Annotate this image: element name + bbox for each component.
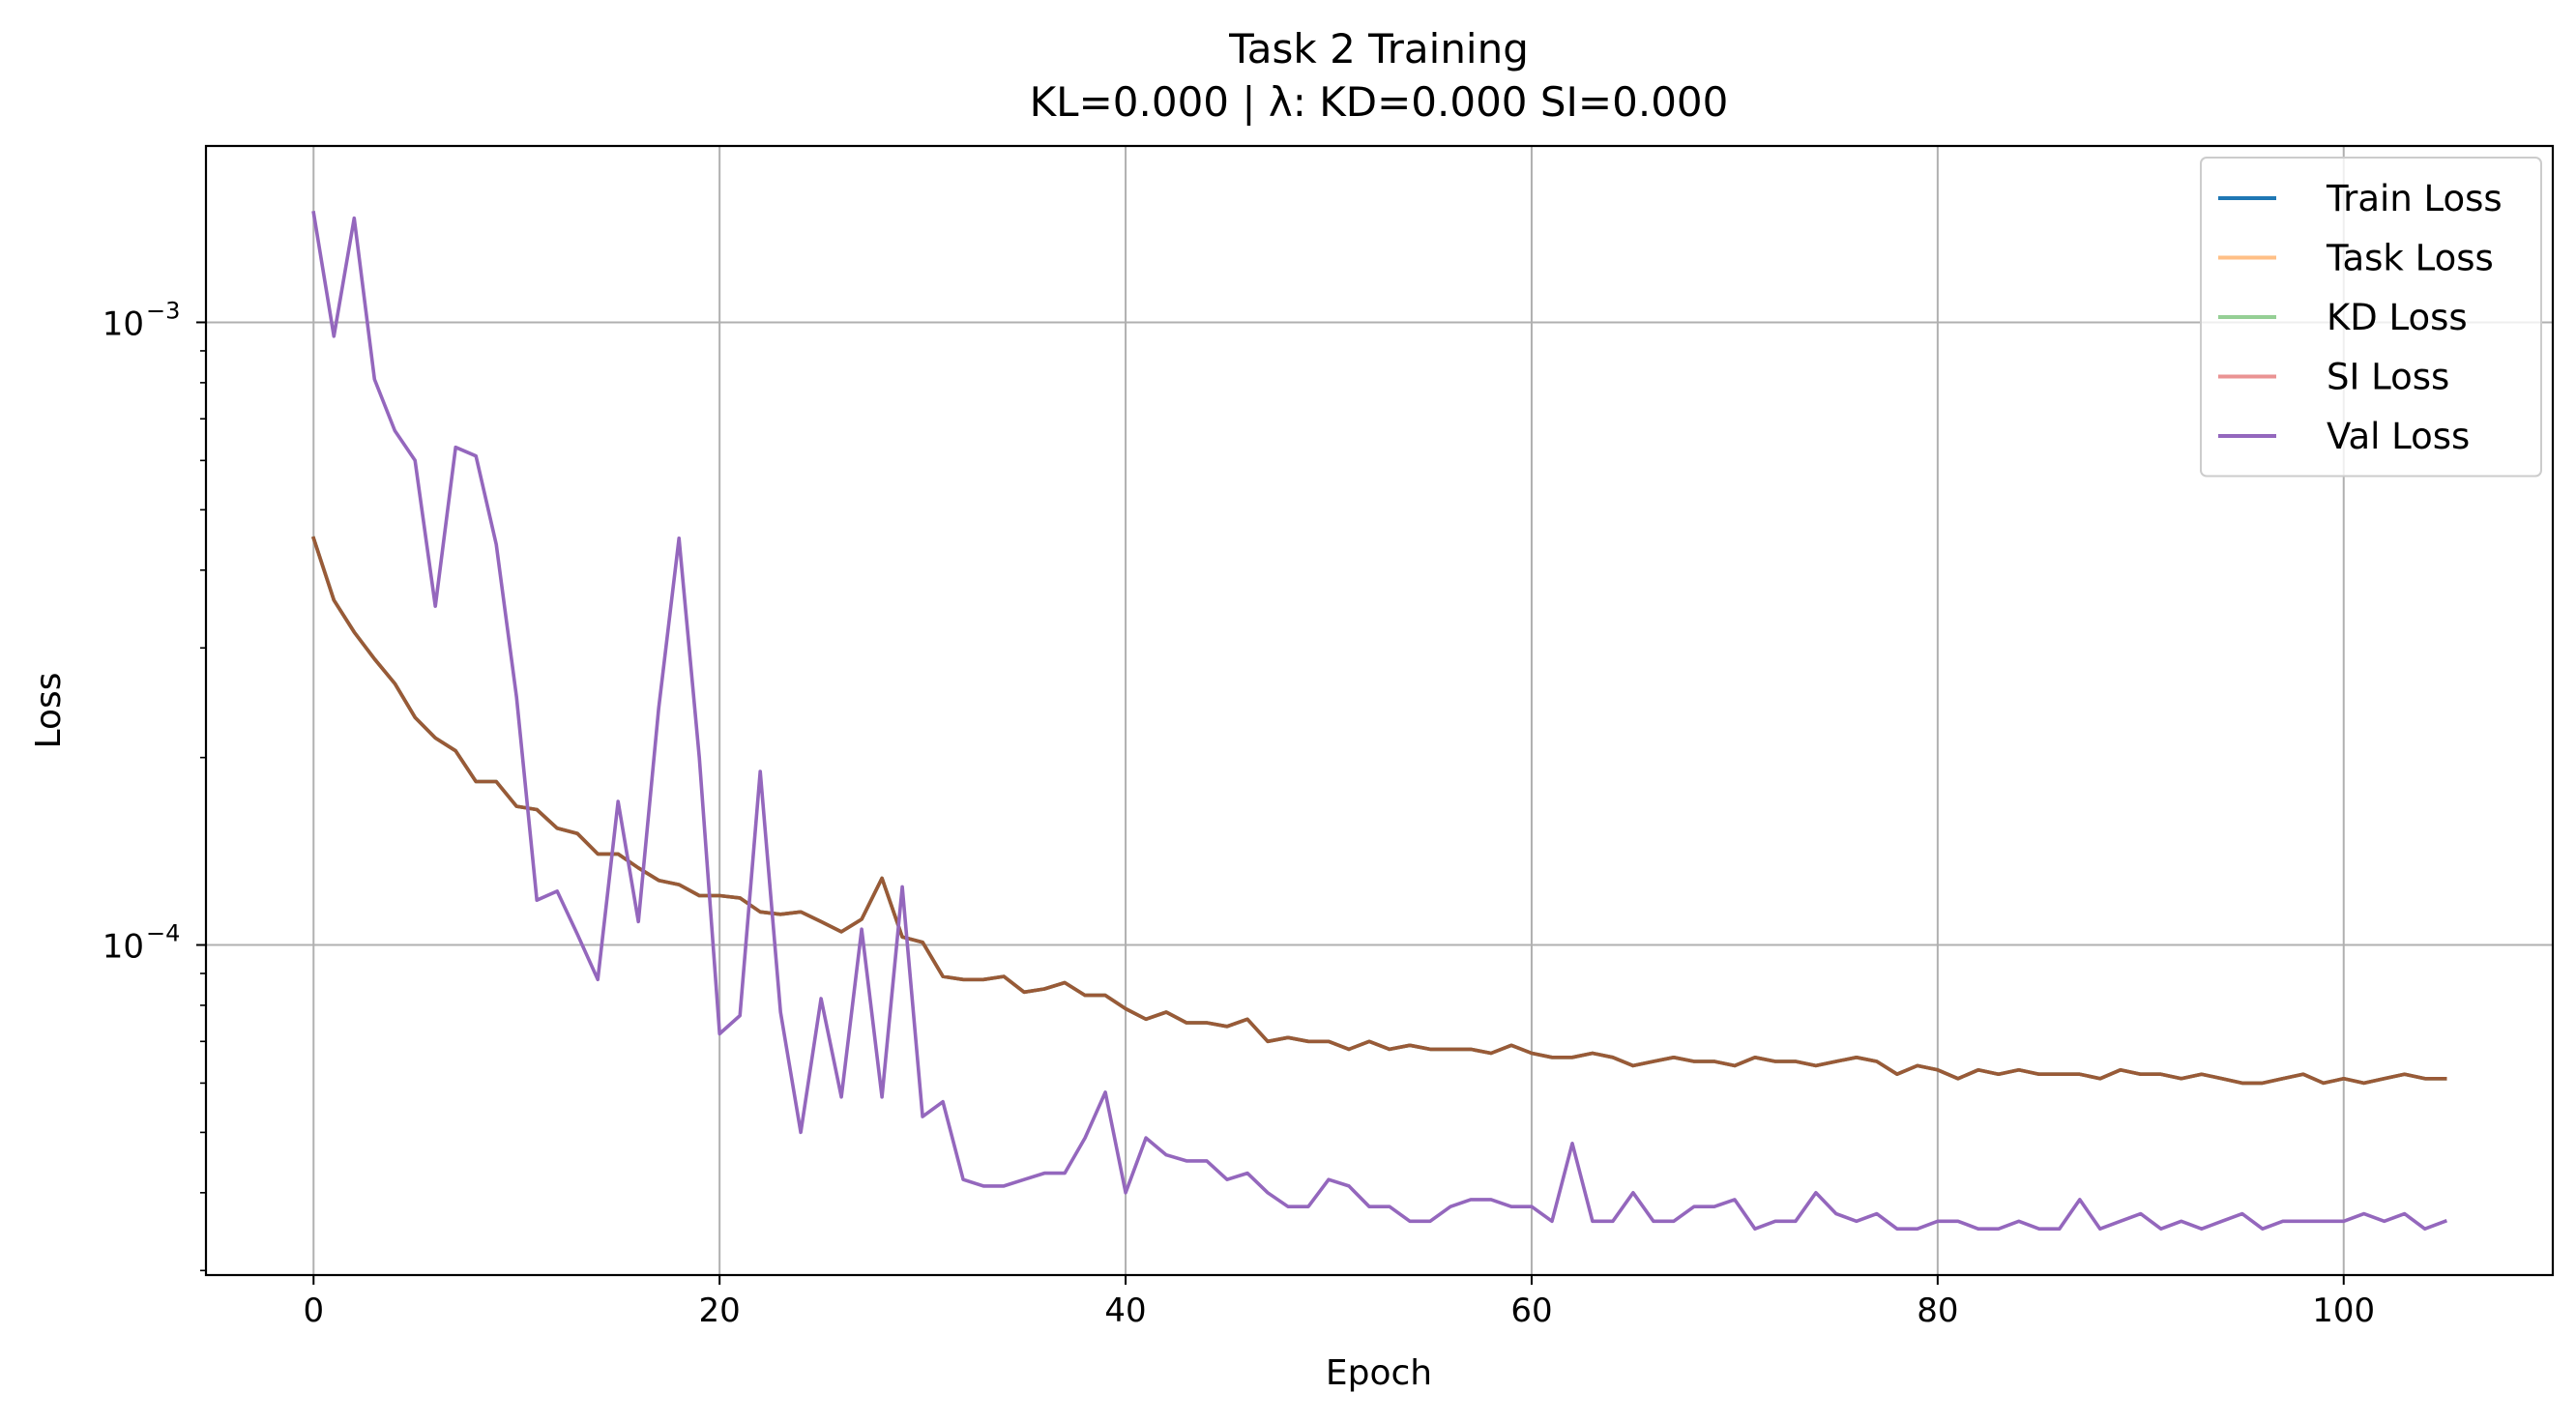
y-tick-exponent: −3 <box>146 297 180 324</box>
series-line-val-loss <box>311 211 2448 1231</box>
chart-subtitle: KL=0.000 | λ: KD=0.000 SI=0.000 <box>1030 78 1729 126</box>
legend: Train Loss Task Loss KD Loss SI Loss Val Los… <box>2200 157 2542 478</box>
y-tick-label: 10 <box>102 305 144 343</box>
x-axis-ticks: 0 20 40 60 80 100 <box>303 1275 2375 1330</box>
y-axis-ticks: 10−410−3 <box>102 297 206 1272</box>
x-tick-label: 40 <box>1104 1291 1146 1330</box>
plot-area-frame <box>204 144 2555 1277</box>
x-axis-label: Epoch <box>1326 1353 1432 1393</box>
y-tick-label: 10 <box>102 928 144 967</box>
y-axis-label: Loss <box>29 673 69 749</box>
chart-title: Task 2 Training <box>1228 25 1529 73</box>
x-tick-label: 0 <box>303 1291 324 1330</box>
legend-box <box>2200 157 2542 478</box>
legend-label-si-loss: SI Loss <box>2327 357 2449 398</box>
series-line-si-loss <box>311 536 2447 1086</box>
legend-label-kd-loss: KD Loss <box>2327 297 2468 338</box>
legend-label-train-loss: Train Loss <box>2326 178 2503 219</box>
x-tick-label: 100 <box>2312 1291 2375 1330</box>
legend-label-task-loss: Task Loss <box>2326 238 2494 279</box>
legend-label-val-loss: Val Loss <box>2327 416 2470 457</box>
series-lines <box>311 211 2448 1231</box>
y-tick-exponent: −4 <box>146 920 180 947</box>
x-tick-label: 60 <box>1510 1291 1552 1330</box>
x-tick-label: 20 <box>699 1291 741 1330</box>
x-tick-label: 80 <box>1917 1291 1958 1330</box>
